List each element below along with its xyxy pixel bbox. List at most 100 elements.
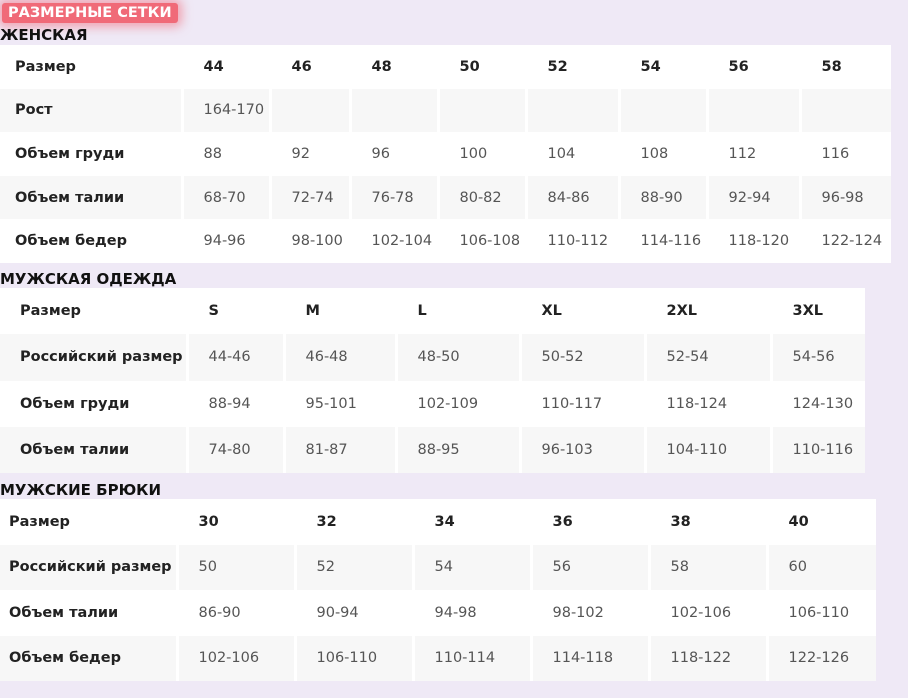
table-cell: 104 (524, 132, 619, 176)
table-cell: 56 (529, 544, 649, 590)
table-cell: 102-104 (348, 219, 438, 263)
row-label: Российский размер (0, 334, 187, 381)
table-cell: 102-106 (175, 635, 295, 681)
table-cell: 50-52 (518, 334, 645, 381)
size-header-cell: 56 (705, 45, 800, 89)
size-header-cell: 36 (529, 499, 649, 545)
table-cell: 68-70 (180, 175, 270, 220)
row-label: Объем бедер (0, 219, 182, 263)
table-cell: 88 (180, 132, 270, 176)
row-label: Размер (0, 45, 182, 89)
table-cell: 124-130 (769, 380, 865, 427)
table-header-row: Размер 44 46 48 50 52 54 56 58 (0, 45, 891, 89)
table-row: Объем талии 74-80 81-87 88-95 96-103 104-110 1… (0, 426, 865, 473)
table-cell: 94-98 (411, 590, 531, 636)
row-label: Объем груди (0, 380, 187, 427)
men-size-table: Размер S M L XL 2XL 3XL Российский размер 44-46 4… (0, 288, 865, 473)
table-cell: 48-50 (394, 334, 520, 381)
table-cell: 54-56 (769, 334, 865, 381)
trousers-size-table: Размер 30 32 34 36 38 40 Российский размер 50 52 5… (0, 499, 876, 681)
table-cell: 52 (293, 544, 413, 590)
table-cell: 100 (436, 132, 526, 176)
table-cell: 92-94 (705, 175, 800, 220)
row-label: Объем груди (0, 132, 182, 176)
table-cell: 76-78 (348, 175, 438, 220)
size-header-cell: 54 (617, 45, 707, 89)
table-cell: 88-90 (617, 175, 707, 220)
table-cell: 164-170 (180, 88, 270, 133)
size-header-cell: 38 (647, 499, 767, 545)
table-cell: 54 (411, 544, 531, 590)
table-cell: 106-110 (765, 590, 876, 636)
table-cell: 58 (647, 544, 767, 590)
size-header-cell: L (394, 288, 520, 335)
size-header-cell: 46 (268, 45, 350, 89)
table-cell: 114-116 (617, 219, 707, 263)
row-label: Российский размер (0, 544, 177, 590)
table-cell: 110-117 (518, 380, 645, 427)
table-cell: 102-106 (647, 590, 767, 636)
row-label: Объем талии (0, 590, 177, 636)
women-section-title: ЖЕНСКАЯ (0, 26, 88, 44)
table-cell: 106-110 (293, 635, 413, 681)
size-header-cell: S (185, 288, 284, 335)
row-label: Рост (0, 88, 182, 133)
table-cell: 102-109 (394, 380, 520, 427)
table-cell: 50 (175, 544, 295, 590)
table-cell: 74-80 (185, 426, 284, 473)
table-cell: 92 (268, 132, 350, 176)
table-cell: 88-94 (185, 380, 284, 427)
table-cell: 114-118 (529, 635, 649, 681)
table-row: Объем талии 86-90 90-94 94-98 98-102 102-106 1… (0, 590, 876, 636)
table-cell: 118-124 (643, 380, 771, 427)
table-cell: 96-103 (518, 426, 645, 473)
table-cell (436, 88, 526, 133)
table-row: Объем груди 88 92 96 100 104 108 112 116 (0, 132, 891, 176)
table-cell: 88-95 (394, 426, 520, 473)
table-cell: 98-102 (529, 590, 649, 636)
size-header-cell: 32 (293, 499, 413, 545)
row-label: Размер (0, 288, 187, 335)
table-cell: 110-116 (769, 426, 865, 473)
table-cell: 96-98 (798, 175, 891, 220)
table-cell: 81-87 (282, 426, 396, 473)
table-cell: 98-100 (268, 219, 350, 263)
table-cell: 90-94 (293, 590, 413, 636)
table-cell: 112 (705, 132, 800, 176)
table-cell: 95-101 (282, 380, 396, 427)
table-cell: 46-48 (282, 334, 396, 381)
table-row: Российский размер 50 52 54 56 58 60 (0, 544, 876, 590)
size-header-cell: 48 (348, 45, 438, 89)
size-header-cell: 58 (798, 45, 891, 89)
table-cell: 110-112 (524, 219, 619, 263)
trousers-section-title: МУЖСКИЕ БРЮКИ (0, 481, 161, 499)
table-cell: 52-54 (643, 334, 771, 381)
table-row: Рост 164-170 (0, 88, 891, 133)
size-header-cell: 44 (180, 45, 270, 89)
table-cell (705, 88, 800, 133)
table-cell: 84-86 (524, 175, 619, 220)
size-header-cell: 40 (765, 499, 876, 545)
table-cell (617, 88, 707, 133)
table-cell: 116 (798, 132, 891, 176)
table-cell (798, 88, 891, 133)
size-header-cell: 3XL (769, 288, 865, 335)
row-label: Объем талии (0, 175, 182, 220)
row-label: Объем бедер (0, 635, 177, 681)
size-header-cell: M (282, 288, 396, 335)
table-cell: 60 (765, 544, 876, 590)
table-row: Объем бедер 94-96 98-100 102-104 106-108 110-… (0, 219, 891, 263)
table-cell: 86-90 (175, 590, 295, 636)
row-label: Объем талии (0, 426, 187, 473)
table-cell (524, 88, 619, 133)
table-cell: 118-120 (705, 219, 800, 263)
table-cell: 118-122 (647, 635, 767, 681)
table-row: Объем бедер 102-106 106-110 110-114 114-118 1… (0, 635, 876, 681)
table-cell: 72-74 (268, 175, 350, 220)
table-cell (348, 88, 438, 133)
table-cell: 110-114 (411, 635, 531, 681)
size-header-cell: 30 (175, 499, 295, 545)
table-cell: 106-108 (436, 219, 526, 263)
table-cell: 122-124 (798, 219, 891, 263)
table-cell: 108 (617, 132, 707, 176)
